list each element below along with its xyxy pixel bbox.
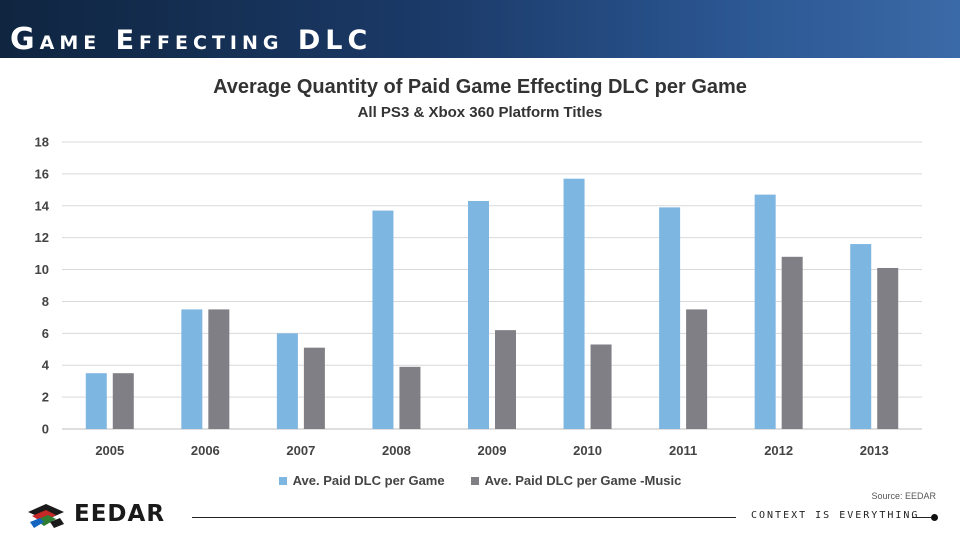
eedar-logo: EEDAR xyxy=(26,497,165,531)
legend-swatch-series-1 xyxy=(278,476,287,485)
y-tick-label-12: 12 xyxy=(35,230,49,245)
bar-2009-series-1 xyxy=(468,200,489,429)
bar-2011-series-1 xyxy=(659,207,681,429)
legend-label-series-1: Ave. Paid DLC per Game xyxy=(292,473,445,488)
bar-2012-series-2 xyxy=(781,256,803,429)
bar-2009-series-2 xyxy=(495,330,516,429)
tagline: CONTEXT IS EVERYTHING xyxy=(751,510,920,521)
bar-2005-series-2 xyxy=(112,373,134,429)
y-tick-label-4: 4 xyxy=(42,358,50,373)
bar-2008-series-1 xyxy=(372,210,394,429)
y-tick-label-2: 2 xyxy=(42,390,49,405)
y-tick-label-10: 10 xyxy=(35,262,49,277)
x-tick-label-2008: 2008 xyxy=(382,443,411,458)
y-tick-label-8: 8 xyxy=(42,294,49,309)
footer-dot xyxy=(931,514,938,521)
x-tick-label-2013: 2013 xyxy=(860,443,889,458)
y-tick-label-0: 0 xyxy=(42,422,49,437)
x-tick-label-2006: 2006 xyxy=(191,443,220,458)
legend-item-series-2: Ave. Paid DLC per Game -Music xyxy=(470,473,682,488)
bar-2005-series-1 xyxy=(85,373,107,429)
footer-rule-left xyxy=(192,517,736,518)
bar-2006-series-2 xyxy=(208,309,230,429)
legend-swatch-series-2 xyxy=(470,476,479,485)
slide-title: Game Effecting DLC xyxy=(10,22,373,57)
bar-2007-series-1 xyxy=(276,333,298,429)
y-tick-label-18: 18 xyxy=(35,135,49,150)
bar-2010-series-2 xyxy=(590,344,612,429)
chart-title: Average Quantity of Paid Game Effecting … xyxy=(213,76,747,98)
footer-rule-right xyxy=(912,517,934,518)
x-tick-label-2009: 2009 xyxy=(478,443,507,458)
bar-2010-series-1 xyxy=(563,178,585,429)
logo-text: EEDAR xyxy=(74,501,166,527)
y-tick-label-16: 16 xyxy=(35,166,49,181)
legend-item-series-1: Ave. Paid DLC per Game xyxy=(278,473,445,488)
bar-2013-series-1 xyxy=(850,244,872,429)
x-tick-label-2010: 2010 xyxy=(573,443,602,458)
x-tick-label-2007: 2007 xyxy=(286,443,315,458)
bar-2007-series-2 xyxy=(303,347,325,429)
eedar-logo-mark-icon xyxy=(28,504,64,528)
bar-2006-series-1 xyxy=(181,309,203,429)
x-tick-label-2005: 2005 xyxy=(95,443,124,458)
title-banner: Game Effecting DLC xyxy=(0,0,960,58)
chart-legend: Ave. Paid DLC per Game Ave. Paid DLC per… xyxy=(0,473,960,488)
bar-2008-series-2 xyxy=(399,366,421,429)
bar-2012-series-1 xyxy=(754,194,776,429)
x-tick-label-2011: 2011 xyxy=(669,443,697,458)
legend-label-series-2: Ave. Paid DLC per Game -Music xyxy=(484,473,682,488)
bar-2013-series-2 xyxy=(877,267,899,429)
x-tick-label-2012: 2012 xyxy=(764,443,793,458)
source-note: Source: EEDAR xyxy=(871,491,936,501)
y-tick-label-6: 6 xyxy=(42,326,49,341)
chart-subtitle: All PS3 & Xbox 360 Platform Titles xyxy=(357,104,603,121)
bar-2011-series-2 xyxy=(686,309,708,429)
y-tick-label-14: 14 xyxy=(35,198,50,213)
